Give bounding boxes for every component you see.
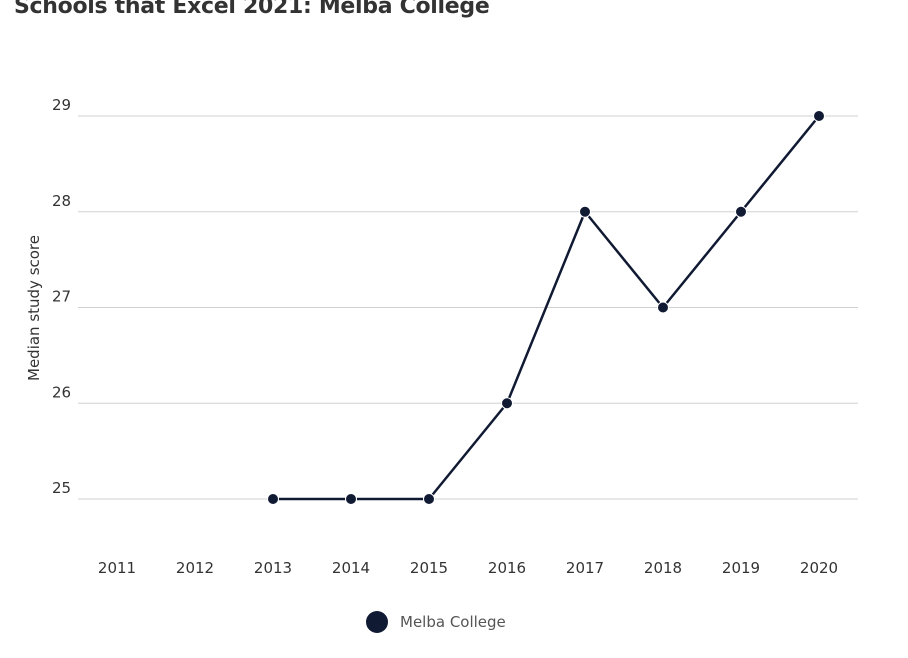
x-tick-label: 2020 [800, 559, 838, 577]
data-point-2020[interactable] [813, 110, 825, 122]
legend-label: Melba College [400, 613, 506, 631]
gridlines [78, 115, 858, 500]
data-point-2014[interactable] [345, 493, 357, 505]
x-tick-label: 2013 [254, 559, 292, 577]
y-axis-label: Median study score [25, 235, 43, 381]
series-melba-college [267, 110, 825, 505]
x-tick-label: 2019 [722, 559, 760, 577]
x-tick-label: 2017 [566, 559, 604, 577]
legend-marker-icon [366, 611, 388, 633]
x-tick-label: 2012 [176, 559, 214, 577]
chart-title: Schools that Excel 2021: Melba College [14, 0, 490, 19]
y-tick-label: 27 [52, 288, 71, 306]
x-tick-label: 2016 [488, 559, 526, 577]
data-point-2018[interactable] [657, 301, 669, 314]
data-point-2015[interactable] [423, 493, 435, 505]
y-tick-label: 29 [52, 96, 71, 114]
y-tick-labels: 25 26 27 28 29 [52, 96, 71, 497]
series-line [273, 115, 820, 501]
data-point-2016[interactable] [501, 397, 513, 410]
x-tick-label: 2011 [98, 559, 136, 577]
legend[interactable]: Melba College [366, 611, 506, 633]
data-point-2013[interactable] [267, 493, 279, 505]
y-tick-label: 28 [52, 192, 71, 210]
data-point-2017[interactable] [579, 205, 591, 218]
x-tick-label: 2018 [644, 559, 682, 577]
y-tick-label: 26 [52, 383, 71, 401]
x-tick-label: 2015 [410, 559, 448, 577]
x-tick-labels: 2011 2012 2013 2014 2015 2016 2017 2018 2019 2020 [98, 559, 838, 577]
x-tick-label: 2014 [332, 559, 370, 577]
data-point-2019[interactable] [735, 205, 747, 218]
y-tick-label: 25 [52, 479, 71, 497]
